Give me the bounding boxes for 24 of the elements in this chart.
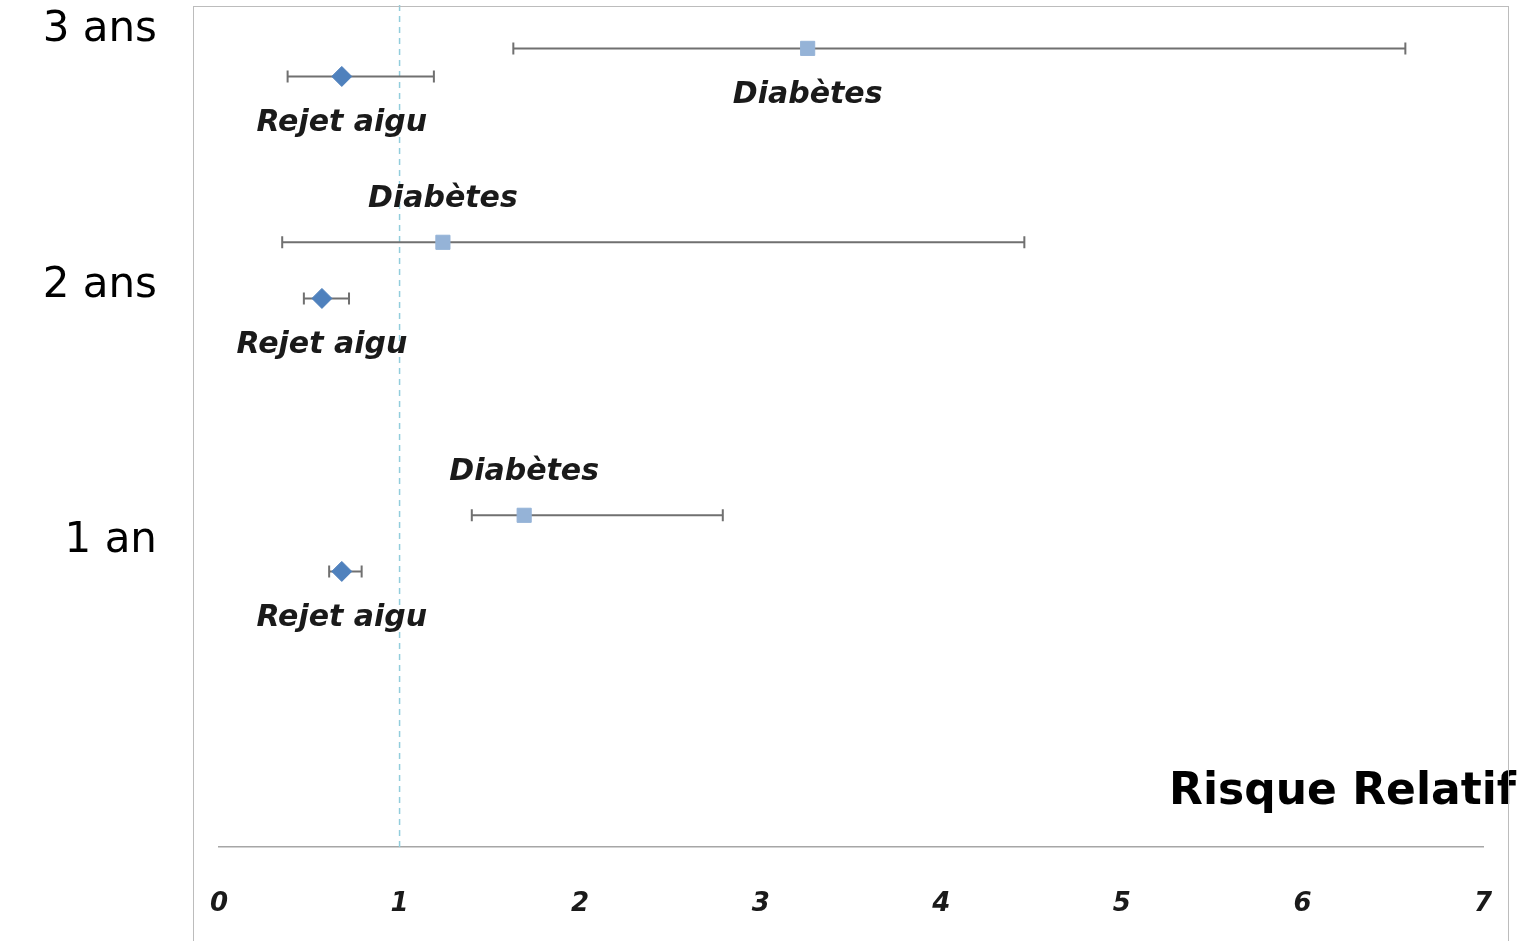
point [331,560,353,582]
x-axis-title: Risque Relatif [1169,763,1517,815]
point [311,287,333,309]
series-label: Diabètes [732,75,883,111]
text: Diabètes [449,452,600,488]
text: Rejet aigu [256,103,428,139]
y-tick-label: 1 an [64,512,157,562]
text: Rejet aigu [236,325,408,361]
point [516,507,532,523]
point [800,40,816,56]
point [435,234,451,250]
x-tick-label: 3 [751,887,770,918]
series-label: Rejet aigu [256,598,428,634]
x-tick-label: 1 [390,887,409,918]
text: Diabètes [368,179,518,215]
y-tick-label: 2 ans [42,257,157,307]
x-tick-label: 6 [1293,887,1312,918]
y-tick-label: 3 ans [42,2,157,52]
x-tick-label: 5 [1112,887,1131,918]
x-tick-label: 2 [571,887,590,918]
x-tick-label: 7 [1473,887,1493,918]
point [331,65,353,87]
x-tick-label: 4 [931,887,951,918]
x-tick-label: 0 [209,887,229,918]
